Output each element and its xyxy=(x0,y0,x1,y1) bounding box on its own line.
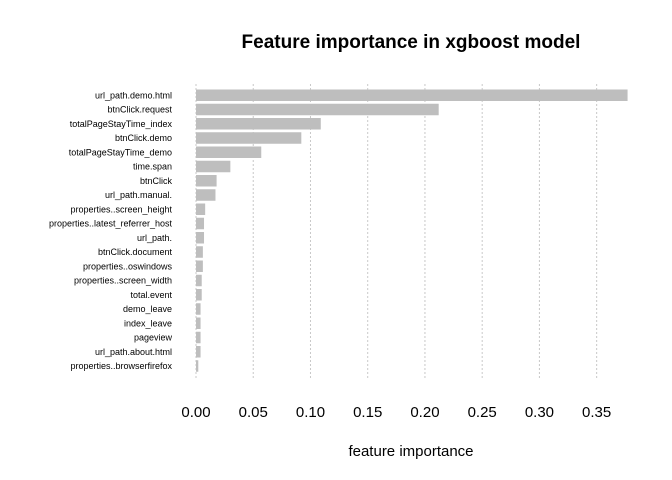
bar-url_path.demo.html xyxy=(196,89,628,101)
bar-totalPageStayTime_demo xyxy=(196,146,262,158)
bar-properties..screen_width xyxy=(196,274,202,287)
bar-index_leave xyxy=(196,317,201,329)
category-label-3: btnClick.demo xyxy=(115,133,172,143)
x-tick-label-4: 0.20 xyxy=(410,404,439,421)
x-tick-label-7: 0.35 xyxy=(582,404,611,421)
category-label-8: properties..screen_height xyxy=(70,204,172,214)
chart-title: Feature importance in xgboost model xyxy=(242,32,581,53)
category-label-7: url_path.manual. xyxy=(105,190,172,200)
bar-time.span xyxy=(196,160,231,173)
bar-demo_leave xyxy=(196,303,201,315)
x-tick-label-2: 0.10 xyxy=(296,404,325,421)
bar-url_path. xyxy=(196,232,205,244)
bar-total.event xyxy=(196,289,202,301)
category-label-14: total.event xyxy=(130,290,172,300)
category-label-12: properties..oswindows xyxy=(83,261,173,271)
bar-pageview xyxy=(196,331,201,344)
category-label-13: properties..screen_width xyxy=(74,276,172,286)
x-axis-label: feature importance xyxy=(348,443,473,460)
category-label-1: btnClick.request xyxy=(107,105,172,115)
bar-properties..oswindows xyxy=(196,260,203,272)
bar-btnClick.demo xyxy=(196,132,302,144)
category-label-11: btnClick.document xyxy=(98,247,173,257)
bar-totalPageStayTime_index xyxy=(196,118,321,130)
x-tick-label-0: 0.00 xyxy=(181,404,210,421)
category-label-6: btnClick xyxy=(140,176,173,186)
x-tick-label-5: 0.25 xyxy=(468,404,497,421)
bar-url_path.about.html xyxy=(196,346,201,358)
bar-btnClick.request xyxy=(196,103,439,116)
category-label-19: properties..browserfirefox xyxy=(70,361,172,371)
bar-properties..screen_height xyxy=(196,203,206,215)
bar-btnClick xyxy=(196,175,217,187)
x-tick-label-6: 0.30 xyxy=(525,404,554,421)
x-tick-label-1: 0.05 xyxy=(239,404,268,421)
category-label-0: url_path.demo.html xyxy=(95,90,172,100)
bars xyxy=(196,89,628,372)
category-label-2: totalPageStayTime_index xyxy=(70,119,173,129)
bar-properties..browserfirefox xyxy=(196,360,199,372)
category-label-18: url_path.about.html xyxy=(95,347,172,357)
bar-btnClick.document xyxy=(196,246,203,258)
category-label-15: demo_leave xyxy=(123,304,172,314)
category-label-9: properties..latest_referrer_host xyxy=(49,219,173,229)
x-tick-label-3: 0.15 xyxy=(353,404,382,421)
bar-url_path.manual. xyxy=(196,189,216,201)
category-label-17: pageview xyxy=(134,333,173,343)
category-label-5: time.span xyxy=(133,162,172,172)
category-label-4: totalPageStayTime_demo xyxy=(69,147,172,157)
category-label-16: index_leave xyxy=(124,318,172,328)
category-labels: url_path.demo.html btnClick.request totalP… xyxy=(49,90,173,371)
x-axis-ticks: 0.00 0.05 0.10 0.15 0.20 0.25 0.30 0.35 xyxy=(181,404,611,421)
category-label-10: url_path. xyxy=(137,233,172,243)
bar-properties..latest_referrer_host xyxy=(196,217,205,230)
